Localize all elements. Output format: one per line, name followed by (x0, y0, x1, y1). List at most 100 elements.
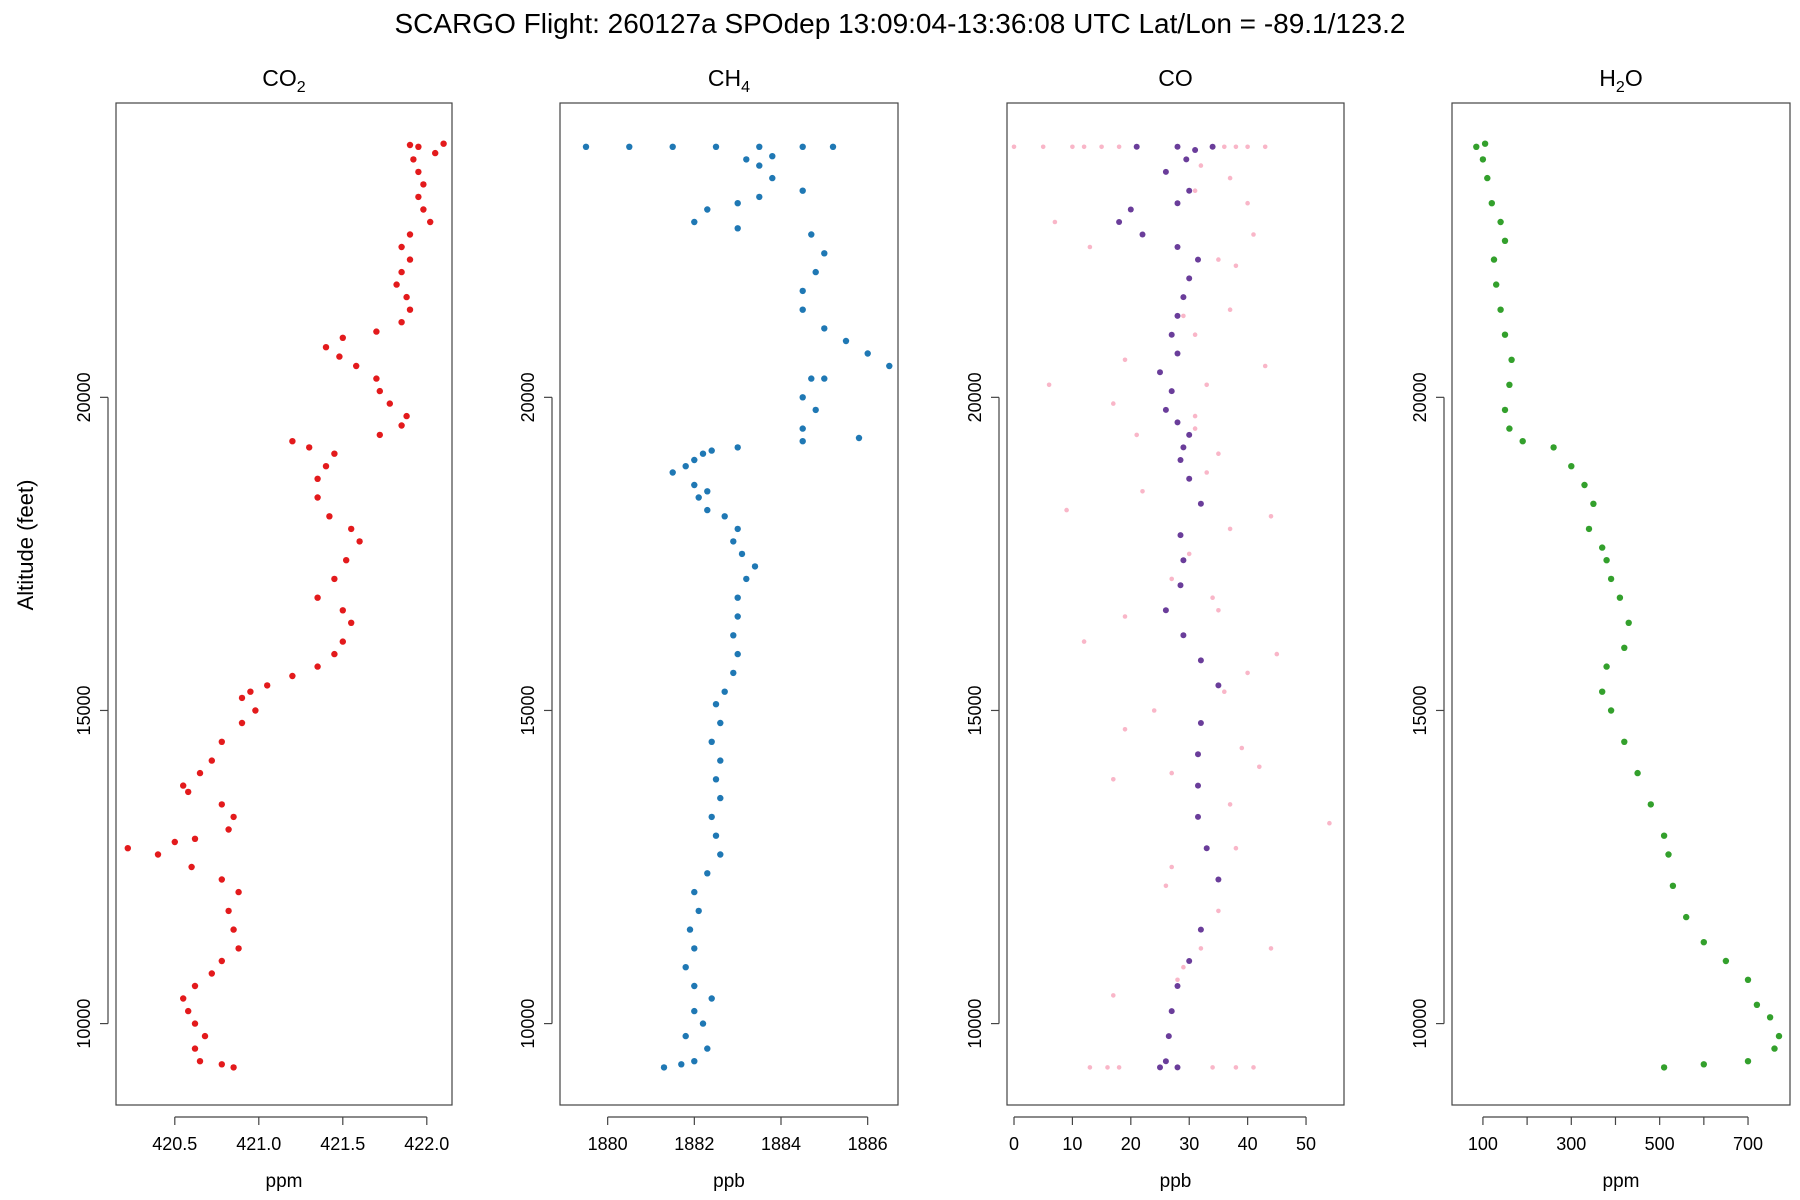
data-point (1268, 514, 1274, 519)
x-axis-label-co: ppb (1160, 1171, 1192, 1192)
data-point (1233, 144, 1239, 150)
data-point (393, 281, 400, 288)
data-point (1162, 168, 1169, 175)
data-point (1262, 363, 1268, 369)
data-point (1177, 457, 1184, 463)
data-point (1052, 219, 1058, 225)
data-point (1192, 147, 1199, 153)
data-point (225, 826, 232, 833)
x-tick-label: 1884 (761, 1134, 801, 1154)
data-point (1603, 557, 1610, 564)
data-point (1087, 1065, 1093, 1070)
data-point (1621, 738, 1628, 745)
data-point (1239, 745, 1245, 751)
data-point (420, 181, 427, 188)
data-point (398, 243, 405, 251)
data-point (410, 156, 417, 163)
data-point (415, 193, 422, 201)
data-point (799, 306, 806, 313)
data-point (1081, 144, 1087, 150)
data-point (1140, 489, 1145, 494)
data-point (1603, 663, 1610, 670)
data-point (1111, 777, 1116, 782)
data-point (1722, 957, 1730, 965)
data-point (1122, 727, 1128, 732)
panel-frame (1006, 102, 1345, 1106)
data-point (398, 268, 405, 276)
data-point (734, 525, 741, 533)
x-tick-label: 10 (1062, 1134, 1082, 1154)
data-point (691, 945, 698, 952)
data-point (712, 832, 720, 839)
data-point (734, 200, 741, 207)
data-point (734, 613, 741, 620)
data-point (336, 353, 343, 360)
data-point (191, 835, 199, 842)
panel-title-ch4: CH4 (708, 65, 750, 96)
data-point (1490, 256, 1498, 263)
data-point (191, 982, 199, 990)
y-tick-label: 15000 (518, 685, 538, 735)
data-point (1753, 1001, 1761, 1008)
data-point (1599, 688, 1606, 695)
data-point (1245, 670, 1250, 676)
data-point (1634, 769, 1641, 777)
data-point (208, 757, 215, 764)
data-point (398, 422, 405, 429)
data-point (1087, 244, 1093, 250)
data-point (1198, 946, 1204, 951)
data-point (1222, 689, 1227, 694)
data-point (691, 218, 698, 226)
data-point (314, 475, 321, 482)
x-tick-label: 700 (1733, 1134, 1763, 1154)
data-point (1195, 751, 1201, 758)
data-point (343, 557, 350, 564)
data-point (1245, 144, 1250, 150)
data-point (1669, 882, 1677, 889)
data-point (1501, 237, 1509, 244)
data-point (403, 412, 410, 420)
data-point (1216, 908, 1221, 914)
data-point (1204, 382, 1209, 388)
y-tick-label: 10000 (965, 999, 985, 1049)
data-point (704, 488, 711, 495)
data-point (331, 650, 338, 658)
data-point (756, 162, 763, 169)
x-tick-label: 420.5 (152, 1134, 197, 1154)
data-point (322, 344, 330, 351)
data-point (1186, 551, 1192, 557)
data-point (1257, 764, 1262, 770)
x-axis-label-h2o: ppm (1603, 1171, 1640, 1192)
x-tick-label: 50 (1296, 1134, 1316, 1154)
data-point (1203, 845, 1210, 852)
data-point (1175, 977, 1180, 983)
data-point (717, 719, 724, 727)
x-axis-label-ch4: ppb (713, 1171, 745, 1192)
data-point (1186, 275, 1193, 282)
data-point (185, 1007, 192, 1015)
data-point (1116, 144, 1122, 150)
data-point (1177, 532, 1184, 539)
data-point (196, 769, 204, 777)
data-point (660, 1064, 668, 1071)
data-point (1473, 143, 1480, 150)
data-point (712, 701, 720, 708)
data-point (708, 447, 715, 454)
x-axis-label-co2: ppm (266, 1171, 303, 1192)
y-tick-label: 20000 (1410, 372, 1430, 422)
data-point (415, 168, 422, 176)
data-point (691, 481, 698, 489)
panel-frame (1451, 102, 1791, 1106)
data-point (712, 143, 720, 150)
data-point (1210, 1065, 1215, 1070)
data-point (1183, 156, 1190, 163)
panel-co2: CO2 10000 15000 20000 420.5 421.0 421.5 422.0 pp… (74, 65, 453, 1192)
data-point (1192, 413, 1198, 419)
data-point (769, 153, 776, 160)
data-point (721, 688, 728, 695)
data-point (712, 776, 720, 783)
data-point (1481, 140, 1489, 147)
panel-title-h2o: H2O (1599, 65, 1642, 96)
data-point (1215, 876, 1222, 883)
data-point (1568, 463, 1575, 470)
